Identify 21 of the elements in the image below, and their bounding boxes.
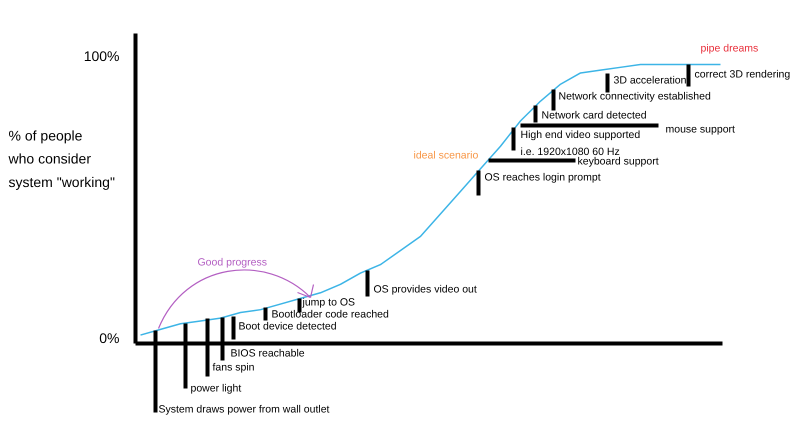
annotation: correct 3D rendering — [694, 68, 790, 80]
text: power light — [190, 382, 242, 394]
annotation: keyboard support — [578, 156, 659, 168]
annotation: 3D acceleration — [614, 74, 687, 86]
y-tick-label: 0% — [99, 330, 120, 346]
annotation: pipe dreams — [700, 42, 758, 54]
text: BIOS reachable — [230, 348, 305, 360]
annotation: Good progress — [198, 256, 267, 268]
y-axis-title: % of people who consider system "working" — [8, 128, 115, 190]
annotation: Network card detected — [542, 110, 647, 122]
annotation: mouse support — [666, 124, 736, 136]
annotation: Bootloader code reached — [272, 308, 389, 320]
annotation: Boot device detected — [238, 320, 337, 332]
annotation: Network connectivity established — [558, 90, 711, 102]
annotation: ideal scenario — [414, 150, 478, 162]
annotation: OS provides video out — [374, 284, 477, 296]
y-tick-label: 100% — [84, 48, 120, 64]
text: System draws power from wall outlet — [158, 404, 330, 416]
annotation: jump to OS — [302, 296, 356, 308]
annotation: OS reaches login prompt — [484, 172, 601, 184]
text: fans spin — [212, 362, 255, 374]
